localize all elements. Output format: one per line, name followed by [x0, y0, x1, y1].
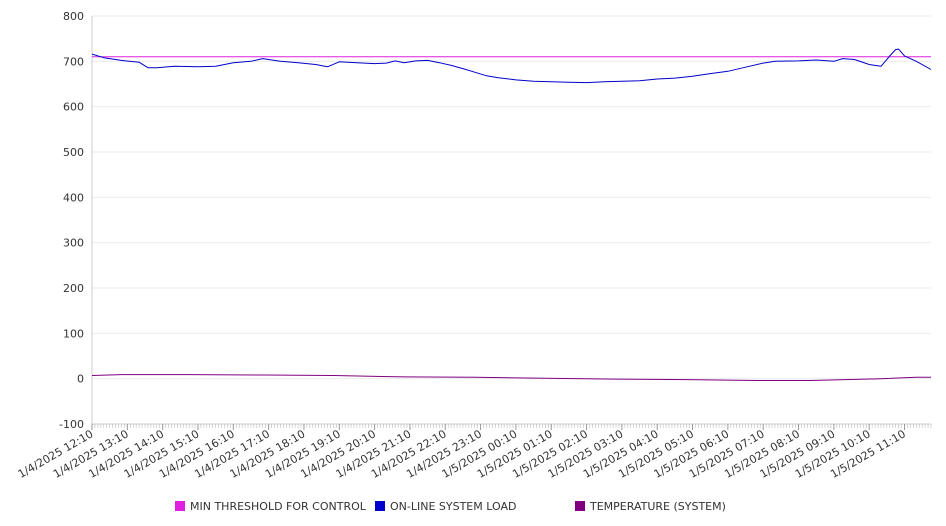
y-tick-label: 100	[63, 327, 84, 340]
y-tick-label: 500	[63, 146, 84, 159]
legend-label: MIN THRESHOLD FOR CONTROL	[190, 499, 366, 513]
legend-label: TEMPERATURE (SYSTEM)	[590, 499, 726, 513]
y-tick-label: 600	[63, 101, 84, 114]
legend-item: ON-LINE SYSTEM LOAD	[375, 497, 516, 515]
y-tick-label: 300	[63, 237, 84, 250]
legend-item: TEMPERATURE (SYSTEM)	[575, 497, 726, 515]
y-tick-label: 200	[63, 282, 84, 295]
series-line-2	[91, 374, 931, 381]
y-tick-label: 0	[77, 373, 84, 386]
axes	[91, 16, 932, 430]
legend-item: MIN THRESHOLD FOR CONTROL	[175, 497, 366, 515]
y-tick-labels: 800 700 600 500 400 300 200 100 0 -100	[59, 10, 84, 431]
legend-swatch	[575, 501, 585, 511]
grid-lines	[92, 15, 931, 425]
x-tick-labels: 1/4/2025 12:101/4/2025 13:101/4/2025 14:…	[16, 427, 908, 481]
y-tick-label: -100	[59, 418, 84, 431]
series-line-1	[91, 48, 932, 84]
y-tick-label: 700	[63, 55, 84, 68]
legend-swatch	[175, 501, 185, 511]
y-tick-label: 800	[63, 10, 84, 23]
series-lines	[91, 48, 932, 381]
chart-legend: MIN THRESHOLD FOR CONTROL ON-LINE SYSTEM …	[0, 497, 946, 515]
legend-label: ON-LINE SYSTEM LOAD	[390, 499, 517, 513]
y-tick-label: 400	[63, 191, 84, 204]
legend-swatch	[375, 501, 385, 511]
